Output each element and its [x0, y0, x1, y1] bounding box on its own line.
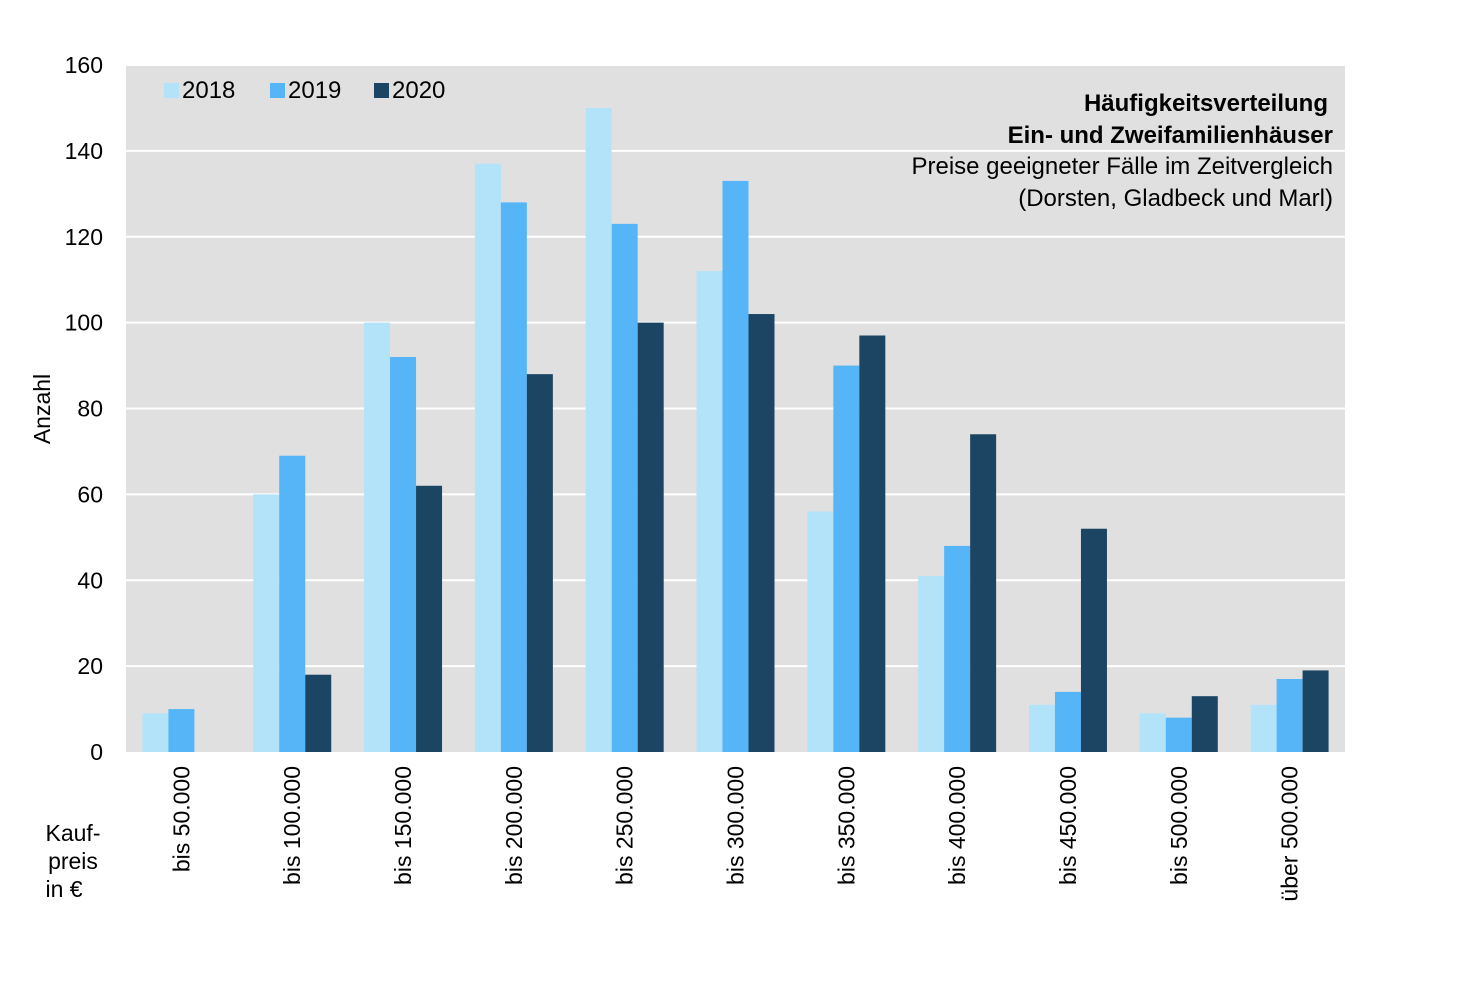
bars — [142, 107, 1329, 753]
bar-2020-2 — [416, 485, 443, 752]
y-axis-label: Anzahl — [29, 374, 55, 444]
bar-2020-9 — [1191, 696, 1218, 752]
x-tick-label: bis 500.000 — [1166, 766, 1192, 885]
bar-2018-7 — [918, 575, 945, 752]
bar-2020-7 — [970, 434, 997, 752]
chart-subtitle-line2: (Dorsten, Gladbeck und Marl) — [1018, 185, 1333, 212]
bar-2019-1 — [279, 455, 306, 752]
y-tick-label: 60 — [77, 481, 103, 507]
legend-swatch-2020 — [374, 83, 389, 98]
bar-2019-4 — [611, 223, 638, 752]
x-tick-label: bis 400.000 — [944, 766, 970, 885]
x-axis-label-line3: in € — [45, 876, 82, 902]
bar-2019-8 — [1054, 691, 1081, 752]
bar-2020-5 — [748, 314, 775, 752]
legend-swatch-2018 — [164, 83, 179, 98]
bar-2019-6 — [833, 365, 860, 752]
bar-2018-2 — [364, 322, 391, 752]
bar-2018-6 — [807, 511, 834, 752]
chart-title-line2: Ein- und Zweifamilienhäuser — [1008, 122, 1333, 149]
y-tick-label: 160 — [65, 52, 103, 78]
bar-2020-10 — [1302, 670, 1329, 752]
y-tick-label: 120 — [65, 224, 103, 250]
legend: 2018 2019 2020 — [164, 77, 445, 104]
x-axis-label-line1: Kauf- — [46, 820, 101, 846]
bar-2019-3 — [500, 202, 527, 752]
x-tick-label: bis 300.000 — [723, 766, 749, 885]
legend-swatch-2019 — [270, 83, 285, 98]
title-block: Häufigkeitsverteilung Ein- und Zweifamil… — [911, 90, 1333, 212]
bar-2020-6 — [859, 335, 886, 752]
y-tick-label: 20 — [77, 653, 103, 679]
bar-2018-3 — [474, 163, 501, 753]
x-tick-label: bis 450.000 — [1055, 766, 1081, 885]
bar-2018-10 — [1250, 704, 1277, 752]
x-tick-labels: bis 50.000 bis 100.000 bis 150.000 bis 200.… — [168, 766, 1302, 902]
x-tick-label: bis 150.000 — [390, 766, 416, 885]
x-tick-label: bis 250.000 — [612, 766, 638, 885]
bar-2019-10 — [1276, 679, 1303, 752]
chart-subtitle: Preise geeigneter Fälle im Zeitvergleich — [911, 153, 1333, 180]
bar-2020-8 — [1080, 528, 1107, 752]
x-tick-label: bis 100.000 — [279, 766, 305, 885]
bar-2018-0 — [142, 713, 169, 752]
bar-2019-0 — [168, 709, 195, 752]
x-tick-label: bis 200.000 — [501, 766, 527, 885]
bar-2020-1 — [305, 674, 332, 752]
bar-2018-4 — [585, 107, 612, 752]
y-tick-label: 140 — [65, 138, 103, 164]
bar-2019-5 — [722, 180, 749, 752]
y-tick-labels: 0 20 40 60 80 100 120 140 160 — [65, 52, 103, 765]
y-tick-label: 0 — [90, 739, 103, 765]
x-axis-label-line2: preis — [48, 848, 98, 874]
bar-2019-7 — [944, 545, 971, 752]
bar-2020-4 — [637, 322, 664, 752]
legend-label-2018: 2018 — [182, 77, 235, 104]
bar-2018-1 — [253, 494, 280, 752]
chart-title: Häufigkeitsverteilung — [1084, 90, 1328, 117]
bar-2018-5 — [696, 271, 723, 752]
y-tick-label: 40 — [77, 567, 103, 593]
bar-2019-9 — [1165, 717, 1192, 752]
legend-label-2019: 2019 — [288, 77, 341, 104]
bar-2020-3 — [526, 374, 553, 752]
x-tick-label: über 500.000 — [1277, 766, 1303, 902]
y-tick-label: 80 — [77, 396, 103, 422]
x-tick-label: bis 350.000 — [833, 766, 859, 885]
bar-2018-8 — [1028, 704, 1055, 752]
legend-label-2020: 2020 — [392, 77, 445, 104]
y-tick-label: 100 — [65, 310, 103, 336]
bar-2019-2 — [390, 356, 417, 752]
bar-2018-9 — [1139, 713, 1166, 752]
x-tick-label: bis 50.000 — [168, 766, 194, 872]
